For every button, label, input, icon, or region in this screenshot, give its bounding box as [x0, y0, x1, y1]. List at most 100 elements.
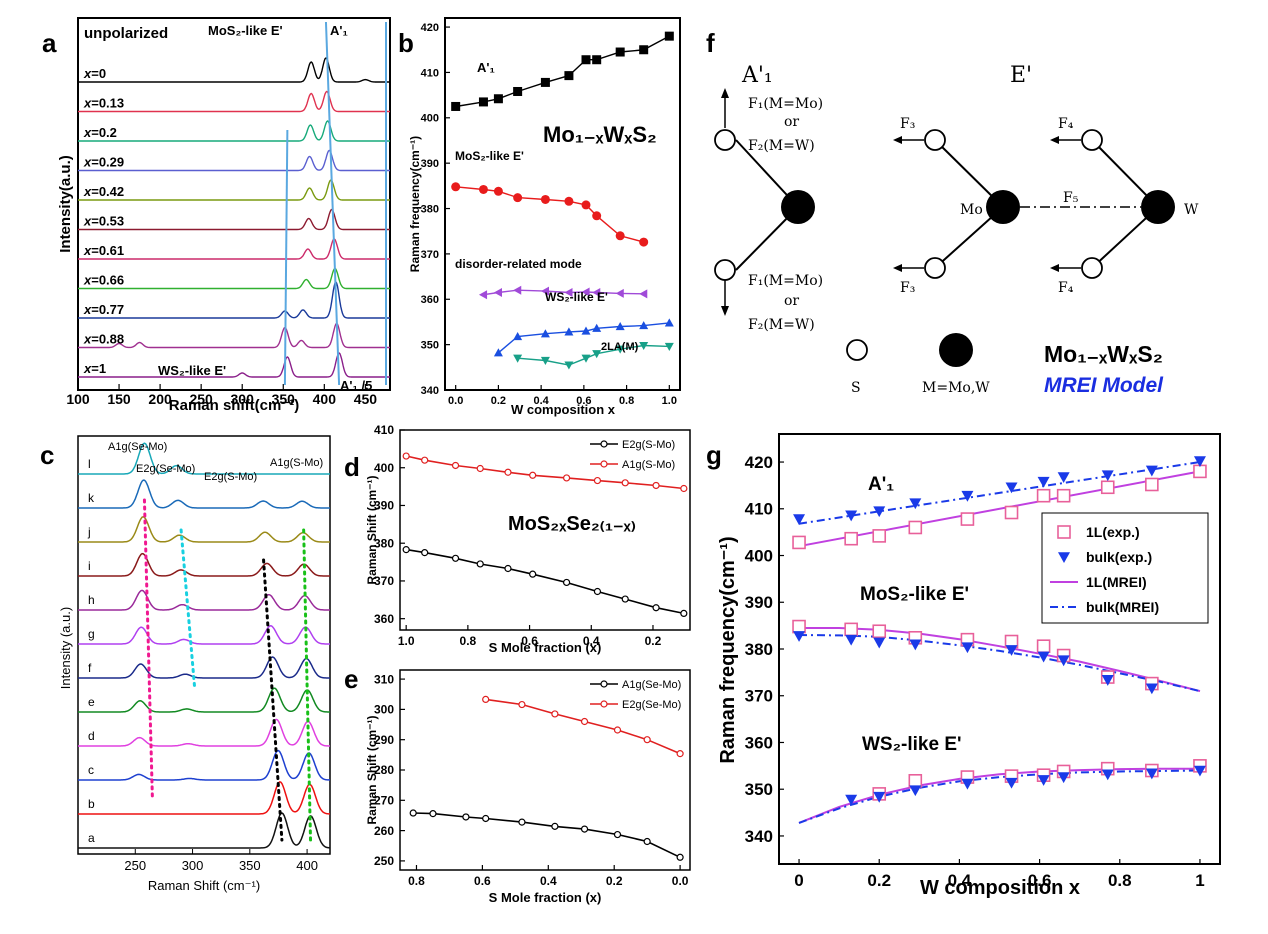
model-curve	[798, 769, 1201, 824]
x-tick-label: 200	[148, 391, 172, 407]
y-tick-label: 390	[374, 499, 394, 513]
x-axis-label: Raman shift(cm⁻¹)	[169, 397, 299, 414]
data-point	[592, 55, 602, 65]
data-point	[793, 631, 806, 642]
data-point	[540, 356, 550, 366]
spectrum-curve	[78, 552, 330, 577]
data-point	[564, 71, 574, 81]
group-label-ws2: WS₂-like E'	[862, 734, 962, 755]
data-point	[1193, 765, 1206, 777]
panel-g-frame	[778, 433, 1221, 865]
spectrum-label: e	[88, 695, 95, 709]
arrow-left-head	[1050, 264, 1059, 272]
spectrum-curve	[78, 479, 330, 509]
panel-d-frame	[399, 429, 691, 631]
data-point	[476, 464, 484, 473]
data-point	[493, 287, 503, 297]
y-tick-label: 370	[745, 687, 773, 706]
data-point	[581, 55, 591, 65]
data-point	[493, 94, 503, 104]
panel-a: a 100 150 200 250 300 350 400 450 x=0 x=0.13 x=0.…	[0, 0, 400, 415]
w-label: W	[1184, 202, 1199, 218]
peak-guide-line	[262, 558, 284, 842]
data-point	[581, 287, 590, 297]
group-label-mos2: MoS₂-like E'	[860, 584, 969, 605]
data-point	[592, 211, 602, 221]
f2-top-label: F₂(M=W)	[748, 138, 815, 154]
peak-guide-line	[324, 21, 341, 386]
data-point	[513, 193, 523, 203]
f4-top-label: F₄	[1058, 116, 1074, 132]
panel-e-chart: e 0.8 0.6 0.4 0.2 0.0 250 260 270 280 290 300 310 A…	[344, 664, 691, 905]
panel-a-frame	[77, 17, 391, 391]
data-point	[513, 285, 522, 295]
spectrum-curve	[78, 352, 390, 378]
spectrum-label: x=0.13	[83, 96, 124, 111]
annotation-ws2-like: WS₂-like E'	[158, 363, 226, 378]
data-point	[513, 354, 523, 363]
f5-label: F₅	[1063, 190, 1079, 206]
spectrum-label: j	[87, 525, 91, 539]
y-tick-label: 310	[374, 672, 394, 686]
data-point	[493, 348, 503, 357]
data-point	[1145, 477, 1159, 492]
s-atom	[714, 259, 736, 281]
data-point	[652, 604, 660, 612]
data-point	[1145, 465, 1158, 477]
data-point	[792, 619, 806, 634]
f3-top-label: F₃	[900, 116, 915, 132]
data-point	[680, 484, 688, 493]
data-point	[421, 456, 429, 464]
formula-label: Mo₁₋ₓWₓS₂	[1044, 341, 1163, 367]
y-tick-label: 340	[745, 827, 773, 846]
panel-e: e 0.8 0.6 0.4 0.2 0.0 250 260 270 280 290 300 310 A…	[340, 660, 700, 929]
spectrum-label: x=0.77	[83, 302, 124, 317]
data-point	[909, 785, 922, 797]
y-axis-label: Intensity (a.u.)	[58, 607, 73, 689]
spectrum-label: x=0.88	[83, 332, 124, 347]
x-tick-label: 0.2	[491, 395, 506, 407]
s-atom	[924, 129, 946, 151]
legend-marker	[600, 460, 608, 468]
series-line	[455, 186, 644, 243]
panel-e-letter: e	[344, 664, 358, 694]
model-curve	[799, 627, 1201, 693]
x-tick-label: 1.0	[662, 395, 677, 407]
y-tick-label: 350	[421, 339, 439, 351]
data-point	[1193, 456, 1206, 468]
data-point	[551, 822, 559, 830]
data-point	[518, 818, 526, 826]
y-tick-label: 260	[374, 824, 394, 838]
data-point	[1101, 470, 1114, 482]
x-axis-label: W composition x	[920, 877, 1080, 899]
data-point	[844, 622, 858, 637]
data-point	[504, 468, 512, 476]
series-label-ws2: WS₂-like E'	[545, 290, 608, 304]
spectrum-curve	[78, 90, 390, 113]
x-tick-label: 1.0	[398, 634, 415, 648]
data-point	[529, 471, 537, 479]
data-point	[639, 45, 649, 55]
data-point	[581, 200, 591, 210]
x-axis-label: W composition x	[511, 402, 616, 417]
y-tick-label: 270	[374, 794, 394, 808]
data-point	[551, 710, 559, 718]
spectrum-label: d	[88, 729, 95, 743]
heading-e: E'	[1010, 63, 1032, 88]
annotation-e2g-semo: E2g(Se-Mo)	[136, 463, 195, 475]
spectrum-curve	[78, 656, 330, 679]
data-point	[478, 184, 488, 194]
spectrum-label: b	[88, 797, 95, 811]
y-tick-label: 420	[421, 22, 439, 34]
peak-guide-line	[283, 129, 289, 386]
panel-d: d 1.0 0.8 0.6 0.4 0.2 360 370 380 390 400 410 E2g(…	[340, 420, 700, 660]
data-point	[1057, 772, 1070, 784]
annotation-unpolarized: unpolarized	[84, 25, 168, 42]
x-tick-label: 0.2	[606, 874, 623, 888]
series-line	[406, 548, 684, 615]
data-point	[845, 794, 858, 806]
data-point	[613, 726, 622, 734]
data-point	[1037, 651, 1050, 663]
y-tick-label: 380	[374, 536, 394, 550]
data-point	[580, 717, 589, 726]
